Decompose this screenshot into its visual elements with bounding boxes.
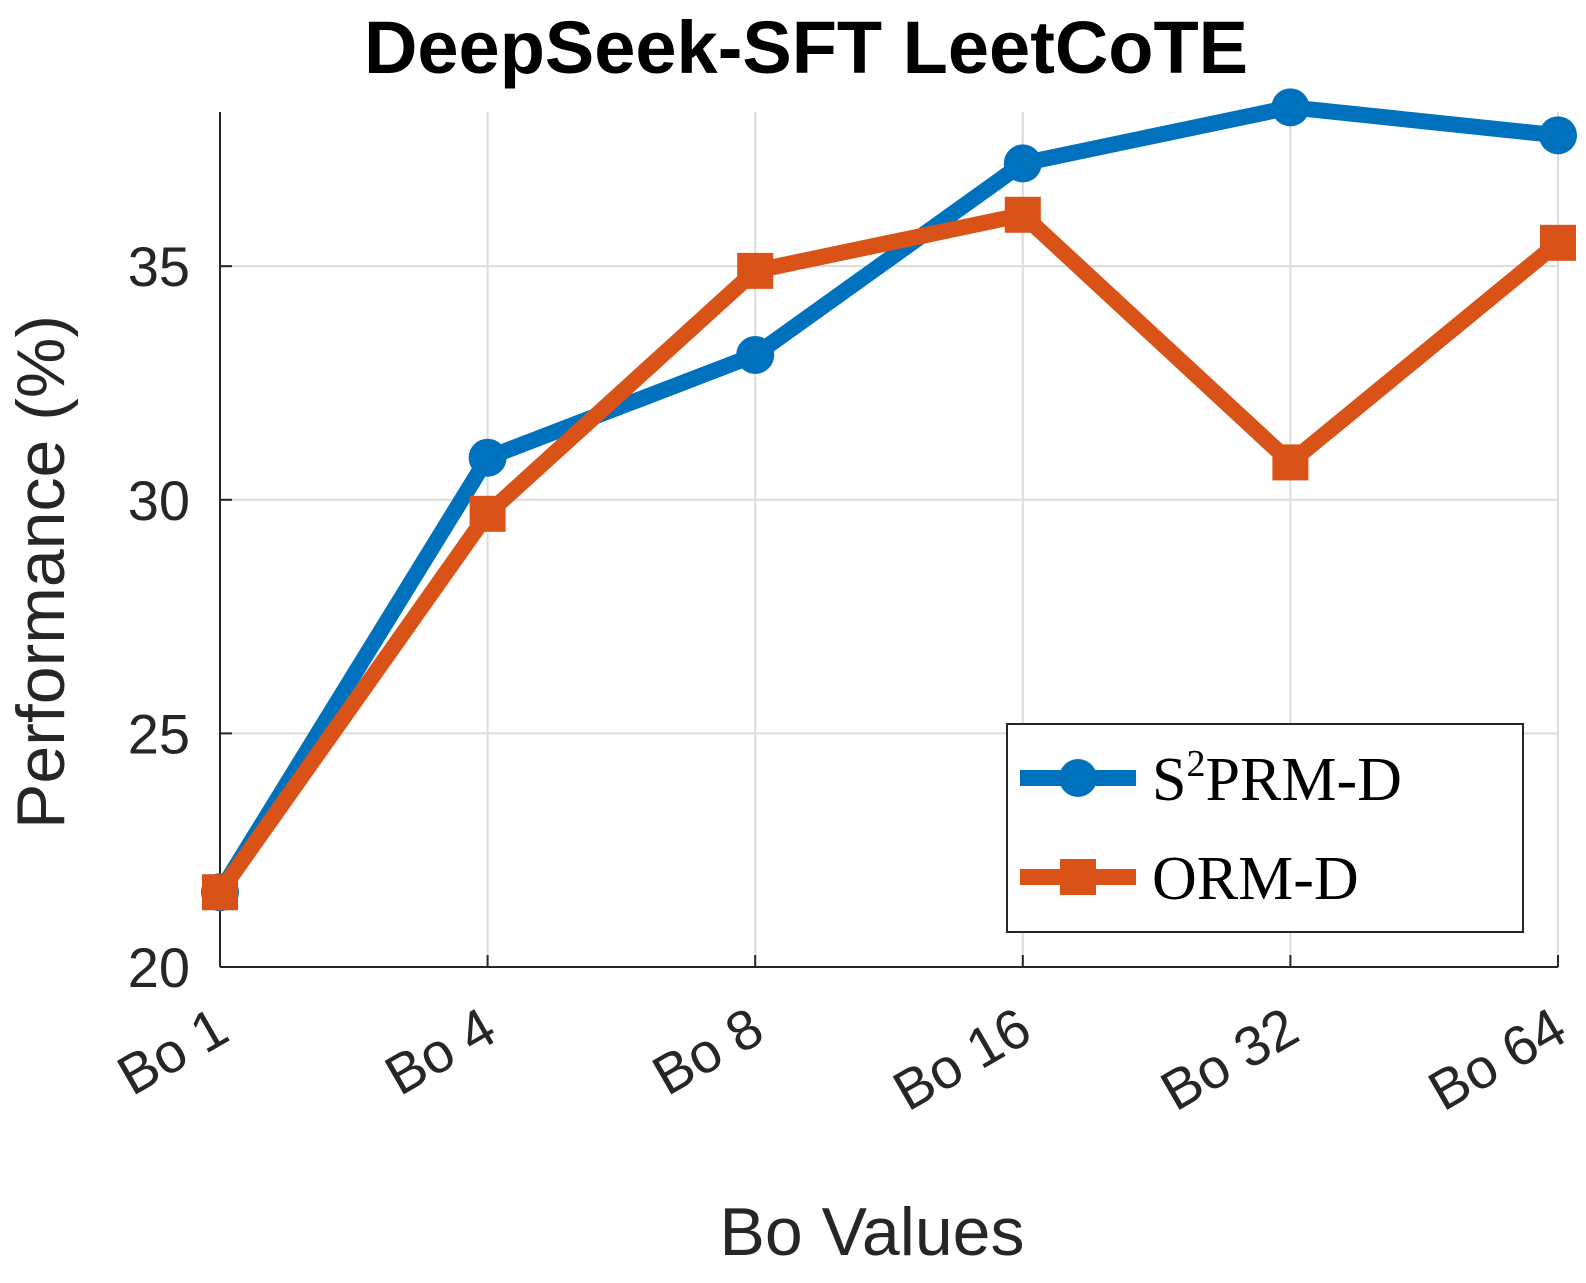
y-axis-label: Performance (%) (3, 315, 79, 829)
data-point-s2prm-d (1539, 116, 1577, 155)
data-point-s2prm-d (468, 438, 507, 477)
legend-label-orm-d: ORM-D (1152, 845, 1359, 913)
data-point-s2prm-d (736, 335, 775, 374)
x-tick-label: Bo 8 (642, 995, 773, 1107)
x-axis-label: Bo Values (720, 1194, 1025, 1270)
data-point-s2prm-d (1271, 88, 1310, 127)
y-tick-label: 20 (128, 936, 190, 999)
data-point-orm-d (1540, 224, 1576, 261)
data-point-orm-d (1004, 196, 1041, 233)
series-line-orm-d (213, 206, 1564, 897)
legend-label-s2prm-d-sup: 2 (1186, 743, 1205, 785)
chart-title: DeepSeek-SFT LeetCoTE (364, 6, 1248, 89)
y-tick-label: 35 (128, 235, 190, 298)
axes (219, 112, 1559, 968)
legend-label-s2prm-d-suffix: PRM-D (1205, 746, 1401, 814)
x-tick-label: Bo 1 (107, 995, 238, 1107)
data-point-orm-d (1272, 444, 1309, 481)
data-point-s2prm-d (1003, 144, 1042, 183)
legend-box (1006, 723, 1524, 933)
legend-marker-orm-d (1060, 859, 1096, 895)
x-tick-labels: Bo 1 Bo 4 Bo 8 Bo 16 Bo 32 Bo 64 (107, 995, 1576, 1123)
x-tick-label: Bo 64 (1418, 995, 1576, 1123)
data-point-orm-d (469, 495, 506, 532)
x-tick-label: Bo 32 (1150, 995, 1308, 1123)
legend-label-s2prm-d: S2PRM-D (1152, 743, 1402, 814)
series-line-s2prm-d (213, 99, 1559, 897)
data-point-orm-d (202, 874, 238, 911)
x-tick-label: Bo 16 (883, 995, 1041, 1123)
legend-label-s2prm-d-prefix: S (1152, 746, 1186, 814)
y-tick-labels: 20 25 30 35 (128, 235, 190, 999)
data-series (201, 88, 1577, 912)
legend: S2PRM-D ORM-D (1006, 723, 1524, 933)
y-tick-label: 25 (128, 702, 190, 765)
legend-marker-s2prm-d (1059, 759, 1097, 797)
data-point-orm-d (737, 252, 774, 289)
y-tick-label: 30 (128, 469, 190, 532)
x-tick-label: Bo 4 (374, 995, 505, 1107)
